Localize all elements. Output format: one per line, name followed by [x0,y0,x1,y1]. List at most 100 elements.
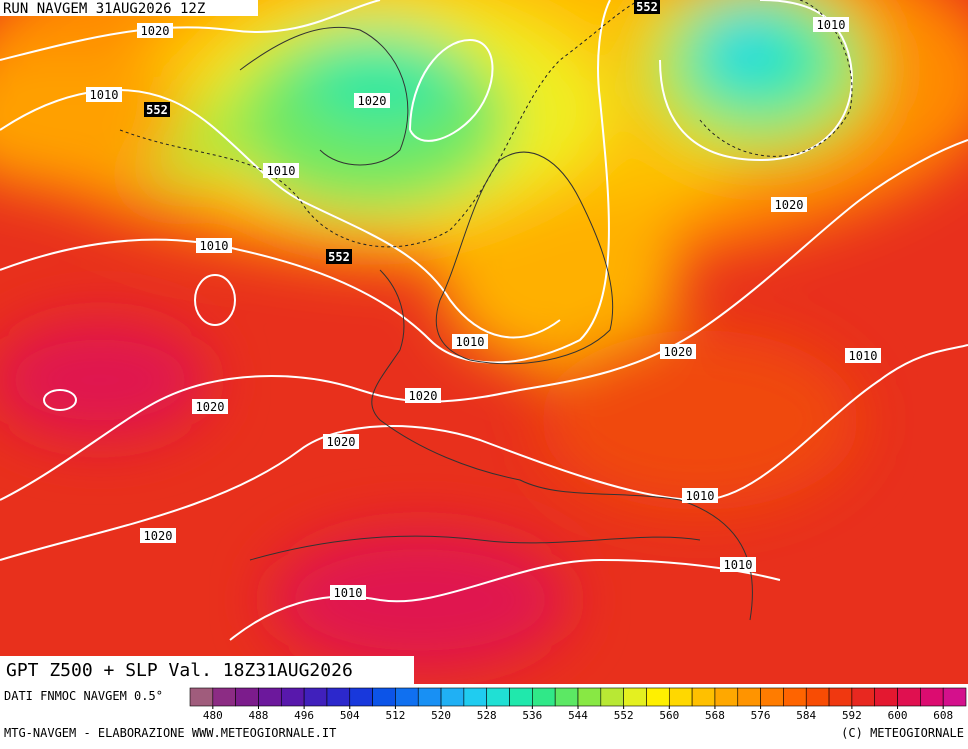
isobar-label-box [140,528,176,543]
isobar-label: 1020 [358,94,387,108]
colorbar-swatch [212,687,236,707]
colorbar-tick-label: 504 [340,709,360,722]
isobar-label-box [682,488,718,503]
colorbar-tick-label: 496 [294,709,314,722]
isobar-label-box [720,557,756,572]
colorbar-tick-label: 536 [522,709,542,722]
colorbar-swatch [303,687,328,707]
colorbar-swatch [783,687,807,707]
colorbar-tick-label: 488 [249,709,269,722]
height-label-box [634,0,660,14]
colorbar-swatch [691,687,716,707]
isobar-label: 1020 [775,198,804,212]
isobar-label-box [845,348,881,363]
isobar-label-box [354,93,390,108]
colorbar-tick-label: 576 [751,709,771,722]
isobar-label-box [137,23,173,38]
colorbar-swatch [737,687,761,707]
footer-right: (C) METEOGIORNALE [841,726,964,740]
colorbar-swatch [805,687,830,707]
colorbar-tick-label: 608 [933,709,953,722]
map-title-box [0,656,414,684]
colorbar-swatch [897,687,921,707]
colorbar-swatch [417,687,442,707]
isobar-label-box [405,388,441,403]
isobar-label: 1020 [144,529,173,543]
isobar-label: 1010 [817,18,846,32]
isobar-label: 1010 [849,349,878,363]
colorbar-tick-label: 544 [568,709,588,722]
colorbar-swatch [372,687,396,707]
colorbar-swatch [920,687,944,707]
isobar-label: 1010 [686,489,715,503]
map [0,0,968,684]
colorbar-swatch [395,687,419,707]
colorbar-swatch [532,687,556,707]
isobar-label-box [323,434,359,449]
colorbar-swatch [714,687,739,707]
colorbar-swatch [851,687,876,707]
colorbar-swatch [600,687,624,707]
colorbar-swatch [554,687,579,707]
colorbar-swatch [668,687,693,707]
isobar-label: 1020 [141,24,170,38]
colorbar-tick-label: 552 [614,709,634,722]
isobar-label-box [86,87,122,102]
isobar-label: 1010 [456,335,485,349]
isobar-label: 1010 [334,586,363,600]
colorbar-tick-label: 528 [477,709,497,722]
isobar-label-box [771,197,807,212]
isobar-label: 1020 [664,345,693,359]
isobar-label-box [192,399,228,414]
colorbar-swatch [486,687,510,707]
colorbar-tick-label: 512 [385,709,405,722]
footer-left: MTG-NAVGEM - ELABORAZIONE WWW.METEOGIORN… [4,726,336,740]
isobar-label-box [452,334,488,349]
colorbar-tick-label: 520 [431,709,451,722]
run-title: RUN NAVGEM 31AUG2026 12Z [3,1,205,17]
isobar-label: 1020 [327,435,356,449]
isobar-label: 1010 [724,558,753,572]
height-label: 552 [146,103,168,117]
isobar-label: 1020 [409,389,438,403]
isobar-label-box [330,585,366,600]
colorbar-tick-label: 560 [659,709,679,722]
colorbar-swatch [189,687,214,707]
colorbar-tick-label: 584 [796,709,816,722]
colorbar-swatch [440,687,465,707]
colorbar-swatch [509,687,533,707]
isobar-label-box [263,163,299,178]
colorbar-swatch [463,687,488,707]
height-label: 552 [636,0,658,14]
colorbar-swatch [623,687,647,707]
isobar-label-box [813,17,849,32]
colorbar-swatch [280,687,305,707]
isobar-label: 1010 [267,164,296,178]
isobar-label: 1010 [90,88,119,102]
height-label-box [144,102,170,117]
isobar-label: 1010 [200,239,229,253]
colorbar-swatch [760,687,784,707]
colorbar-swatch [235,687,259,707]
header-box [0,0,258,16]
colorbar-tick-label: 592 [842,709,862,722]
colorbar-swatch [577,687,602,707]
colorbar-tick-label: 480 [203,709,223,722]
colorbar-swatch [874,687,898,707]
colorbar-swatch [326,687,351,707]
colorbar-swatch [258,687,282,707]
map-title: GPT Z500 + SLP Val. 18Z31AUG2026 [6,660,353,681]
colorbar-swatch [828,687,853,707]
height-label-box [326,249,352,264]
isobar-label-box [660,344,696,359]
source-label: DATI FNMOC NAVGEM 0.5° [4,689,163,703]
colorbar-swatch [349,687,373,707]
colorbar-tick-label: 568 [705,709,725,722]
colorbar-swatch [942,687,967,707]
colorbar-tick-label: 600 [888,709,908,722]
isobar-label-box [196,238,232,253]
height-label: 552 [328,250,350,264]
colorbar-swatch [646,687,670,707]
isobar-label: 1020 [196,400,225,414]
